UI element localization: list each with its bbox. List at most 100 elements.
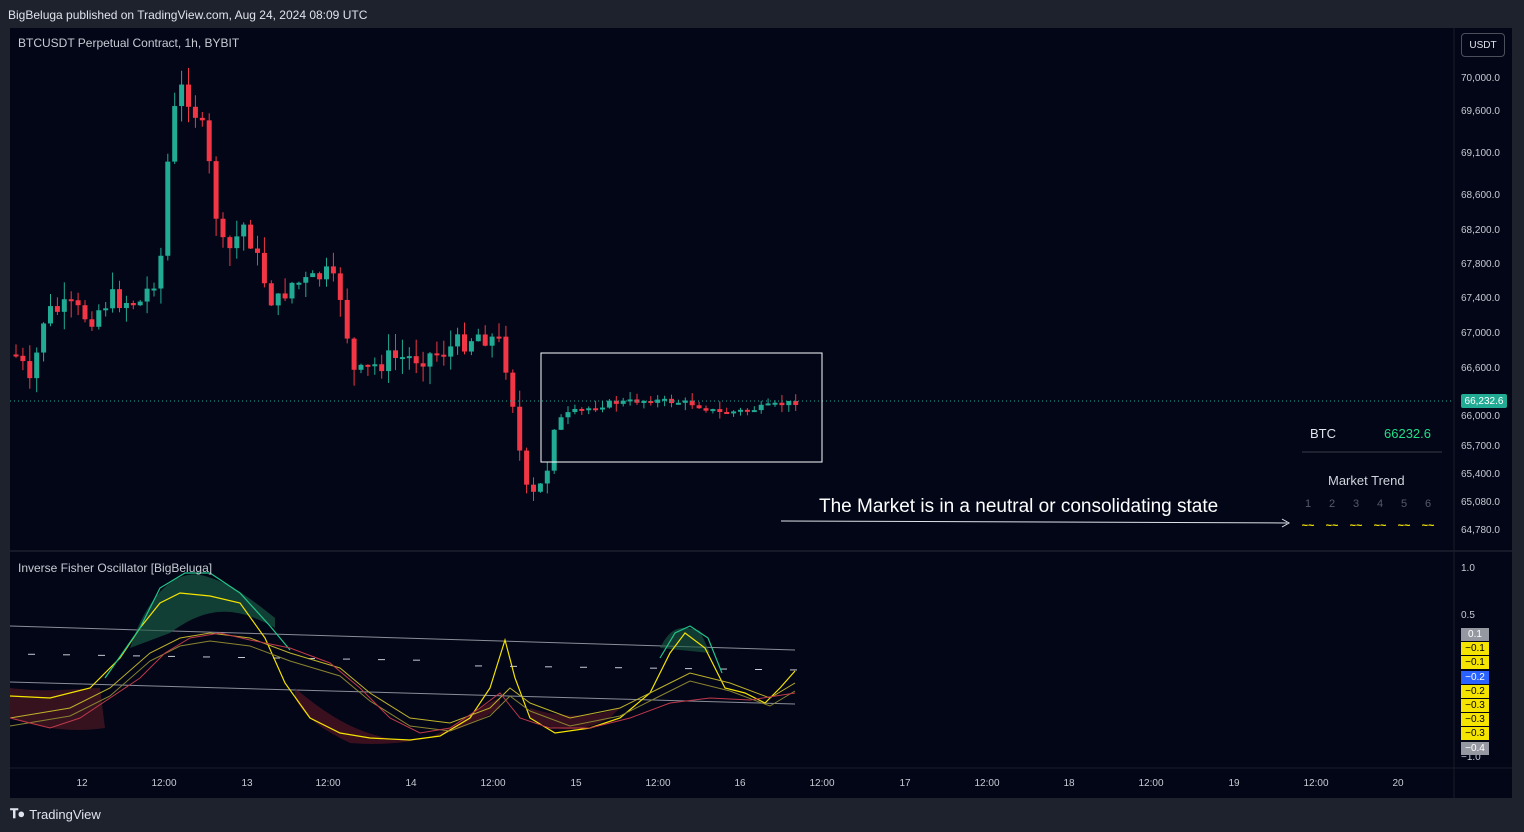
candle-body	[696, 405, 702, 409]
publish-bar: BigBeluga published on TradingView.com, …	[0, 0, 1524, 28]
candle-body	[786, 400, 792, 406]
candle-body	[351, 338, 357, 370]
candle-body	[751, 410, 757, 413]
candle-body	[317, 273, 323, 280]
candle-body	[13, 354, 19, 357]
price-tick-label: 66,000.0	[1461, 411, 1500, 422]
bearish-cloud	[10, 688, 105, 730]
price-tick-label: 65,080.0	[1461, 497, 1500, 508]
candle-body	[220, 218, 226, 238]
price-tick-label: 64,780.0	[1461, 525, 1500, 536]
candle-body	[165, 161, 171, 256]
time-tick-label: 20	[1392, 778, 1404, 789]
candle-body	[406, 356, 412, 359]
candle-body	[675, 402, 681, 405]
candle-body	[593, 408, 599, 411]
candle-body	[324, 266, 329, 280]
price-tick-label: 68,600.0	[1461, 190, 1500, 201]
candle-body	[455, 334, 461, 347]
current-price-label: 66,232.6	[1461, 394, 1507, 408]
candle-body	[572, 408, 578, 413]
publish-info: BigBeluga published on TradingView.com, …	[8, 8, 368, 22]
tradingview-logo-icon: 𝐓●	[10, 806, 25, 821]
candle-body	[627, 399, 633, 402]
candle-body	[386, 350, 392, 372]
candle-body	[496, 336, 502, 339]
candle-body	[724, 412, 730, 415]
candle-body	[379, 364, 385, 372]
candle-body	[41, 323, 47, 353]
candle-body	[27, 361, 33, 379]
candle-body	[82, 305, 88, 320]
candle-body	[75, 300, 81, 306]
tradingview-logo[interactable]: 𝐓● TradingView	[10, 806, 101, 822]
chart-canvas[interactable]	[10, 28, 1512, 798]
candle-body	[34, 352, 40, 379]
time-tick-label: 12:00	[480, 778, 506, 789]
symbol-title[interactable]: BTCUSDT Perpetual Contract, 1h, BYBIT	[18, 36, 240, 50]
candle-body	[68, 299, 74, 302]
candle-body	[206, 120, 212, 162]
annotation-arrow-line	[780, 520, 1288, 524]
candle-body	[158, 255, 164, 289]
lower-band	[10, 681, 796, 705]
currency-button[interactable]: USDT	[1461, 33, 1505, 57]
candle-body	[103, 308, 109, 311]
time-tick-label: 14	[405, 778, 417, 789]
candle-body	[275, 293, 281, 306]
candle-body	[510, 372, 516, 407]
candle-body	[137, 301, 143, 306]
candle-body	[517, 406, 523, 451]
candle-body	[503, 336, 509, 373]
candle-body	[151, 288, 157, 291]
annotation-message: The Market is in a neutral or consolidat…	[819, 496, 1219, 517]
candle-body	[558, 417, 564, 430]
trend-neutral-icon: ~~	[1349, 520, 1363, 532]
arrow-head-icon	[1281, 518, 1291, 528]
trend-timeframe-number: 3	[1352, 498, 1360, 510]
candle-body	[655, 399, 661, 403]
candle-body	[758, 404, 764, 411]
candle-body	[399, 357, 405, 360]
candle-body	[586, 408, 592, 411]
candle-body	[793, 400, 799, 405]
time-tick-label: 12:00	[151, 778, 177, 789]
time-tick-label: 17	[899, 778, 911, 789]
candle-body	[393, 350, 398, 358]
price-tick-label: 67,400.0	[1461, 293, 1500, 304]
trend-neutral-icon: ~~	[1325, 520, 1339, 532]
chart-area[interactable]: BTCUSDT Perpetual Contract, 1h, BYBIT In…	[10, 28, 1512, 798]
candle-body	[689, 400, 695, 406]
candle-body	[192, 106, 198, 118]
trend-timeframe-number: 6	[1424, 498, 1432, 510]
candle-body	[606, 400, 612, 408]
candle-body	[282, 293, 288, 299]
candle-body	[89, 319, 95, 327]
candle-body	[765, 403, 771, 406]
fisher-line-green	[659, 625, 723, 674]
time-tick-label: 12:00	[1138, 778, 1164, 789]
candle-body	[372, 364, 378, 367]
candle-body	[358, 364, 364, 370]
candle-body	[710, 409, 716, 412]
candle-body	[144, 288, 150, 302]
candle-body	[248, 224, 254, 249]
price-tick-label: 70,000.0	[1461, 73, 1500, 84]
indicator-title[interactable]: Inverse Fisher Oscillator [BigBeluga]	[18, 561, 213, 575]
market-trend-title: Market Trend	[1328, 473, 1405, 488]
candle-body	[54, 306, 60, 312]
candle-body	[413, 356, 419, 364]
candle-body	[772, 402, 778, 405]
candle-body	[427, 353, 433, 367]
oscillator-tag: −0.1	[1461, 656, 1489, 670]
footer: 𝐓● TradingView	[0, 798, 1524, 832]
price-tick-label: 67,000.0	[1461, 328, 1500, 339]
time-tick-label: 12:00	[645, 778, 671, 789]
candle-body	[296, 282, 302, 285]
fisher-line-red	[10, 632, 796, 734]
time-tick-label: 12:00	[809, 778, 835, 789]
trend-timeframe-number: 4	[1376, 498, 1384, 510]
candle-body	[648, 400, 654, 403]
price-tick-label: 69,100.0	[1461, 148, 1500, 159]
trend-neutral-icon: ~~	[1373, 520, 1387, 532]
